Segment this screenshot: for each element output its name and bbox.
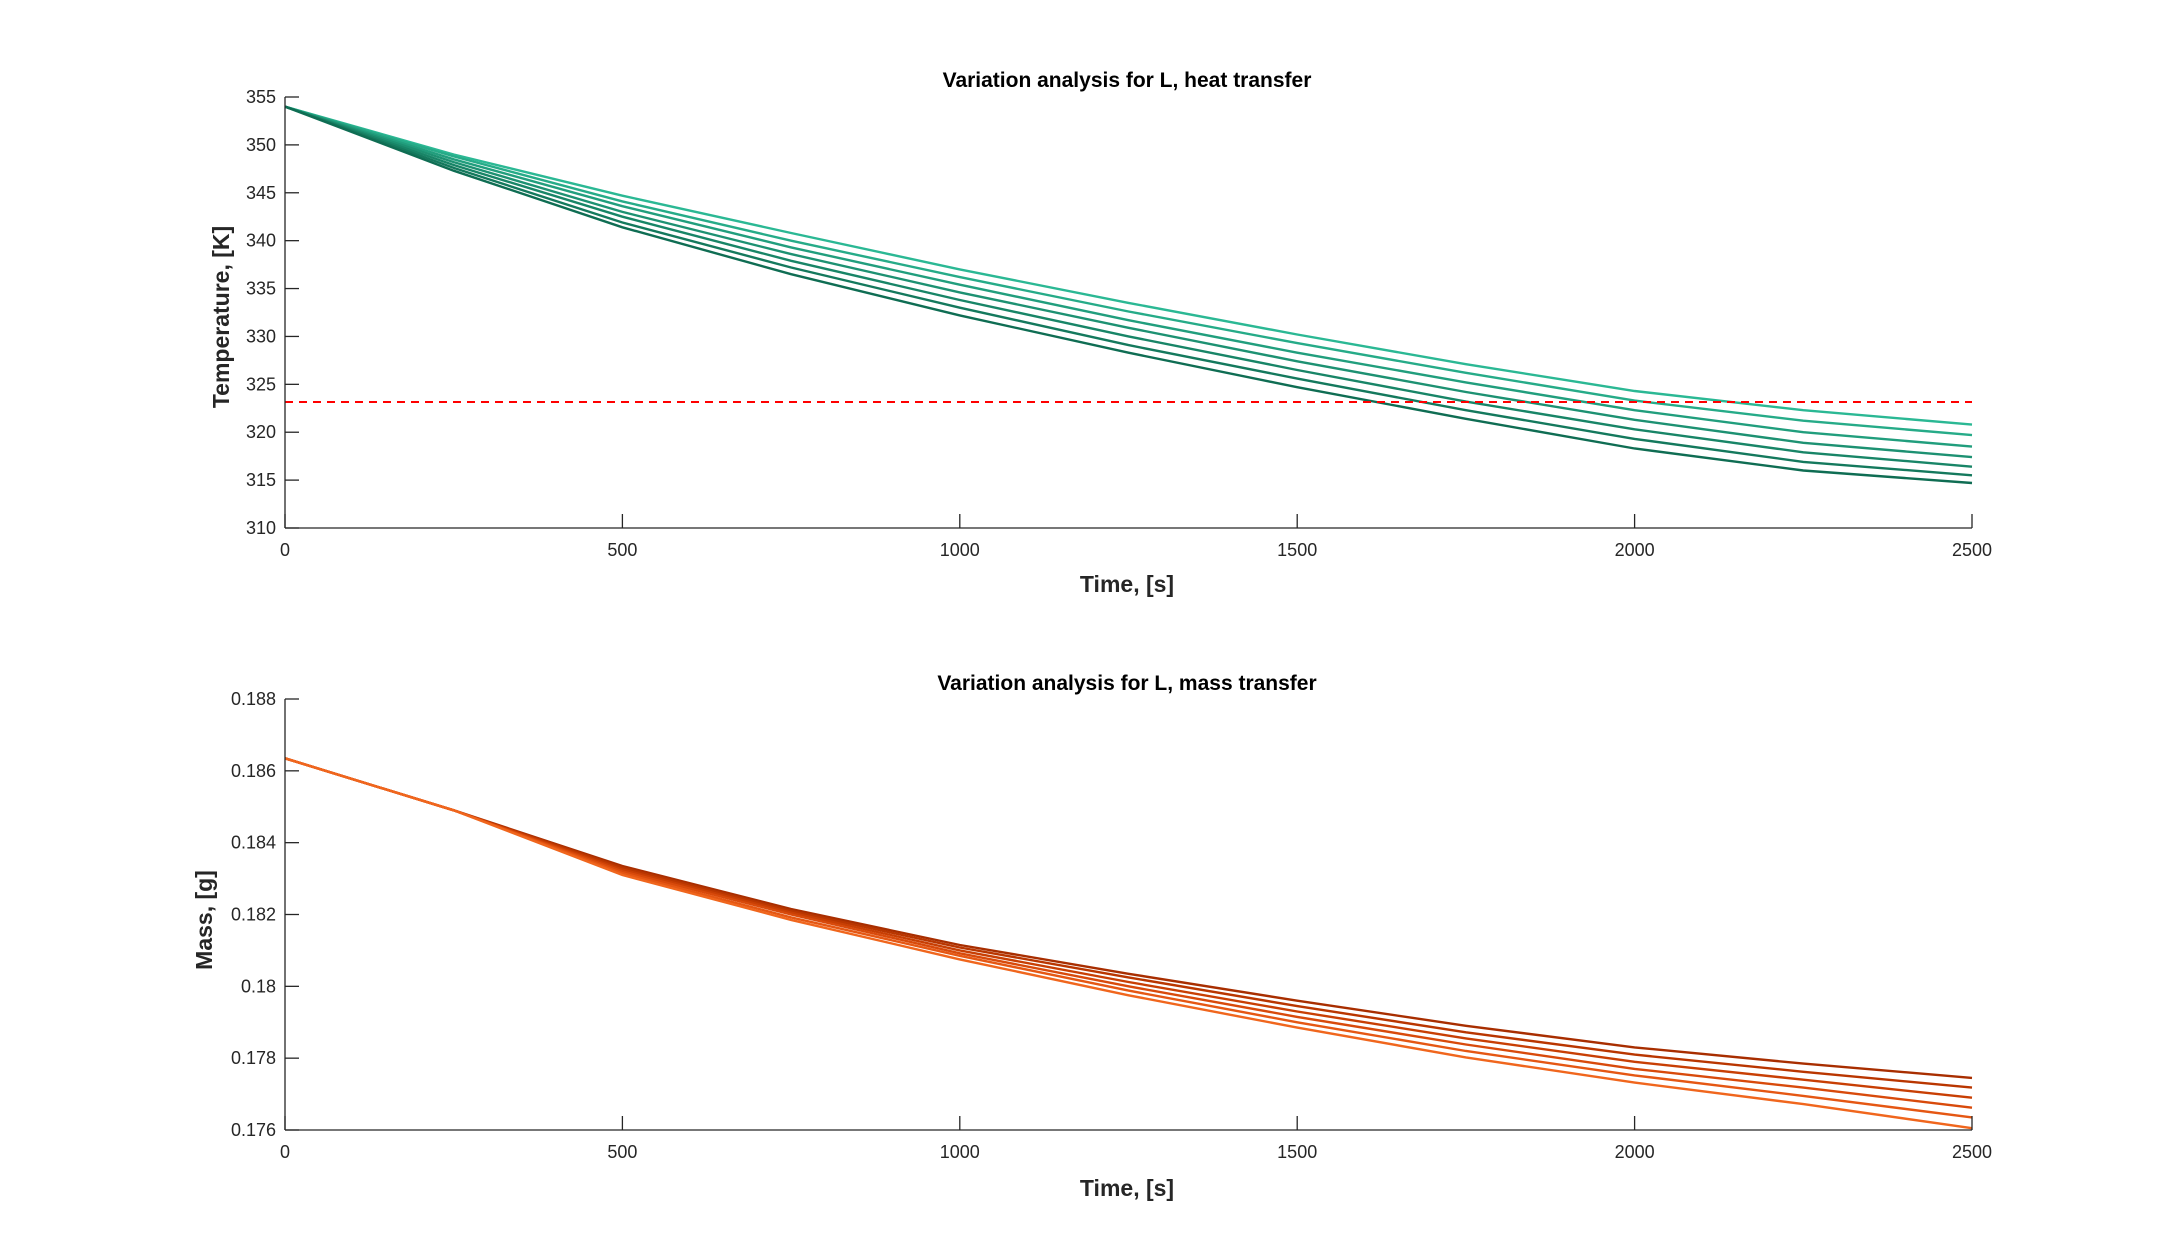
- mass-transfer-x-axis-label: Time, [s]: [1080, 1175, 1174, 1201]
- mass-transfer-x-tick-label: 1500: [1277, 1142, 1317, 1162]
- heat-transfer-series-line-3: [284, 105, 1973, 448]
- mass-transfer-y-axis-label: Mass, [g]: [191, 870, 217, 970]
- heat-transfer-y-ticks: 310 315 320 325 330 335 340 345 350 355: [246, 87, 299, 538]
- heat-transfer-x-tick-label: 500: [607, 540, 637, 560]
- mass-transfer-y-tick-label: 0.184: [231, 833, 276, 853]
- heat-transfer-series-line-4: [284, 105, 1973, 459]
- mass-transfer-y-tick-label: 0.178: [231, 1048, 276, 1068]
- heat-transfer-x-tick-label: 0: [280, 540, 290, 560]
- mass-transfer-x-tick-label: 2500: [1952, 1142, 1992, 1162]
- heat-transfer-y-tick-label: 320: [246, 422, 276, 442]
- mass-transfer-y-tick-label: 0.176: [231, 1120, 276, 1140]
- mass-transfer-y-tick-label: 0.18: [241, 976, 276, 996]
- heat-transfer-series-line-1: [284, 105, 1973, 426]
- heat-transfer-title: Variation analysis for L, heat transfer: [943, 69, 1312, 92]
- mass-transfer-y-tick-label: 0.186: [231, 761, 276, 781]
- mass-transfer-y-ticks: 0.176 0.178 0.18 0.182 0.184 0.186 0.188: [231, 689, 299, 1140]
- heat-transfer-series-line-5: [284, 105, 1973, 468]
- heat-transfer-x-tick-label: 2000: [1615, 540, 1655, 560]
- heat-transfer-y-tick-label: 325: [246, 374, 276, 394]
- mass-transfer-x-tick-label: 1000: [940, 1142, 980, 1162]
- mass-transfer-x-tick-label: 500: [607, 1142, 637, 1162]
- heat-transfer-series-group: [284, 105, 1973, 485]
- mass-transfer-y-tick-label: 0.182: [231, 905, 276, 925]
- heat-transfer-x-axis-label: Time, [s]: [1080, 571, 1174, 597]
- heat-transfer-x-tick-label: 2500: [1952, 540, 1992, 560]
- heat-transfer-axis-lines: [284, 97, 1972, 529]
- heat-transfer-y-tick-label: 355: [246, 87, 276, 107]
- mass-transfer-series-group: [284, 757, 1973, 1130]
- mass-transfer-x-ticks: 0 500 1000 1500 2000 2500: [280, 1116, 1992, 1162]
- heat-transfer-y-tick-label: 345: [246, 183, 276, 203]
- mass-transfer-axes: Variation analysis for L, mass transfer …: [191, 672, 1992, 1201]
- heat-transfer-x-ticks: 0 500 1000 1500 2000 2500: [280, 514, 1992, 560]
- heat-transfer-x-tick-label: 1000: [940, 540, 980, 560]
- heat-transfer-y-tick-label: 315: [246, 470, 276, 490]
- mass-transfer-title: Variation analysis for L, mass transfer: [937, 672, 1316, 695]
- heat-transfer-axes: Variation analysis for L, heat transfer …: [208, 69, 1992, 597]
- heat-transfer-series-line-6: [284, 105, 1973, 477]
- heat-transfer-x-tick-label: 1500: [1277, 540, 1317, 560]
- heat-transfer-series-line-7: [284, 105, 1973, 485]
- heat-transfer-y-tick-label: 310: [246, 518, 276, 538]
- heat-transfer-y-tick-label: 350: [246, 135, 276, 155]
- mass-transfer-x-tick-label: 0: [280, 1142, 290, 1162]
- heat-transfer-y-tick-label: 330: [246, 326, 276, 346]
- heat-transfer-y-axis-label: Temperature, [K]: [208, 226, 234, 408]
- heat-transfer-y-tick-label: 340: [246, 231, 276, 251]
- mass-transfer-y-tick-label: 0.188: [231, 689, 276, 709]
- mass-transfer-series-line-6: [284, 757, 1973, 1130]
- heat-transfer-y-tick-label: 335: [246, 279, 276, 299]
- heat-transfer-series-line-2: [284, 105, 1973, 437]
- mass-transfer-x-tick-label: 2000: [1615, 1142, 1655, 1162]
